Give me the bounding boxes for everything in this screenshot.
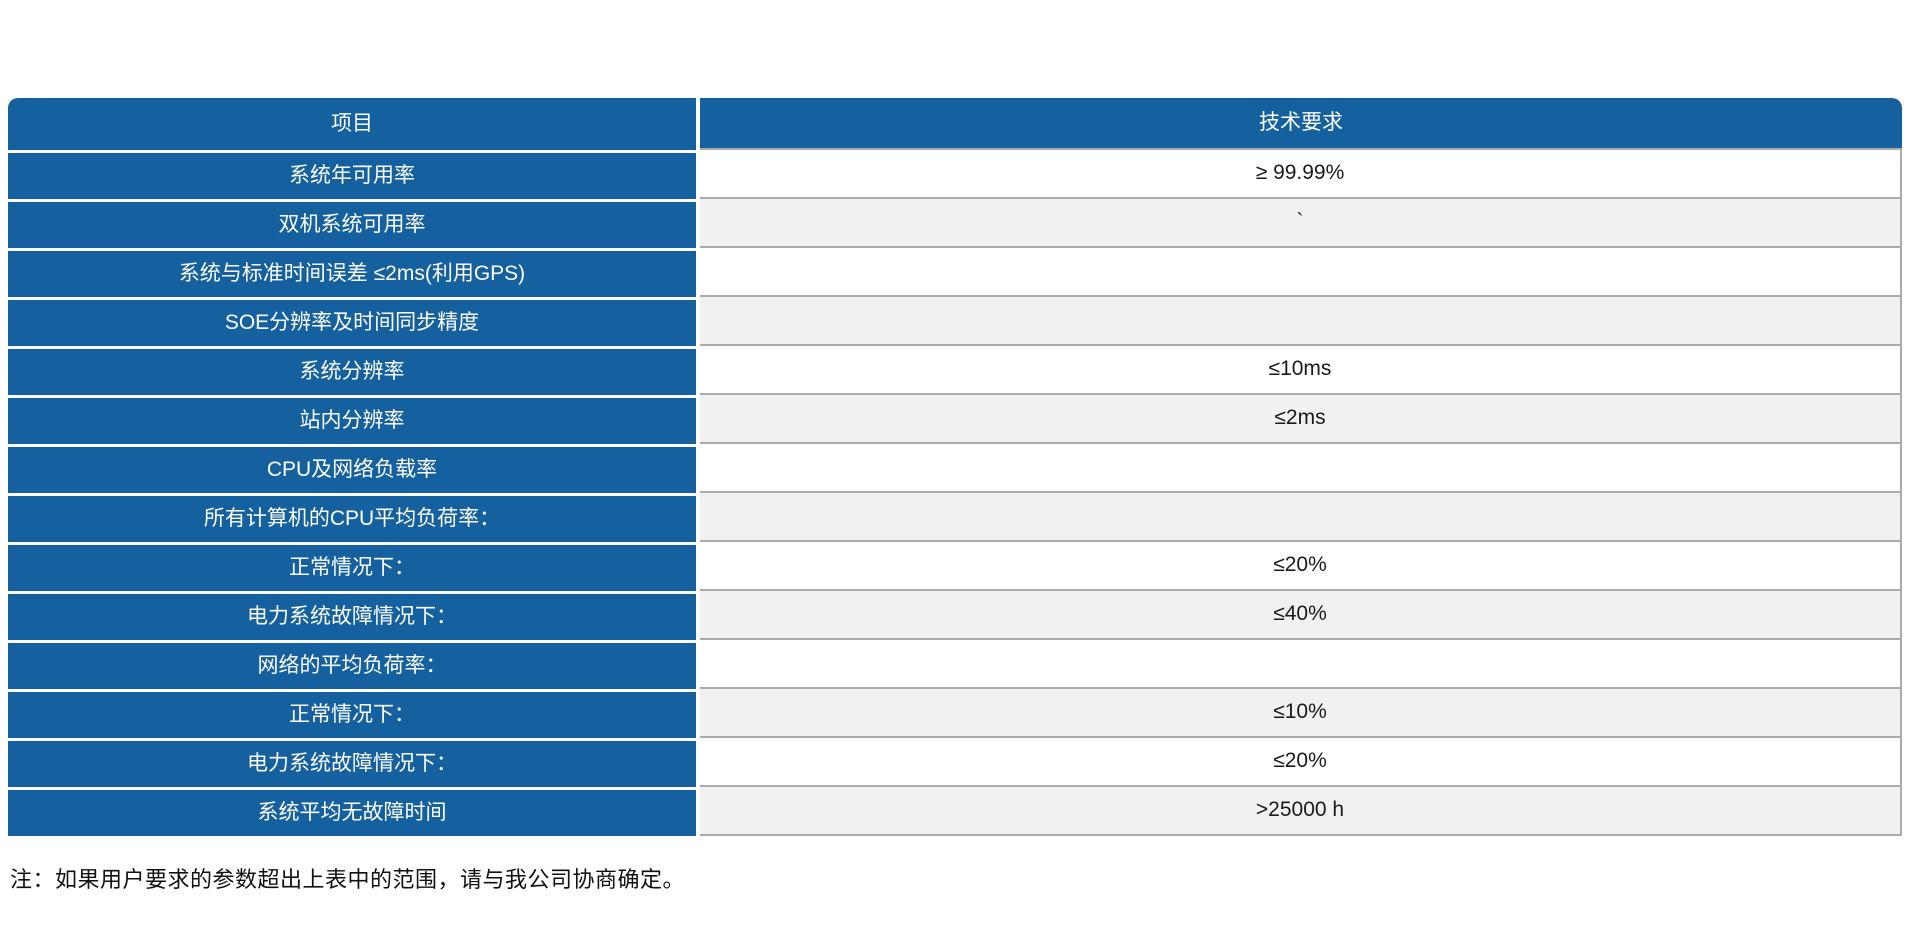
- value-cell: [700, 640, 1902, 689]
- item-cell: 电力系统故障情况下：: [8, 591, 700, 640]
- value-cell: [700, 444, 1902, 493]
- footnote: 注：如果用户要求的参数超出上表中的范围，请与我公司协商确定。: [10, 867, 686, 892]
- item-cell: 所有计算机的CPU平均负荷率：: [8, 493, 700, 542]
- value-cell: `: [700, 199, 1902, 248]
- table-row: 系统年可用率 ≥ 99.99%: [8, 150, 1902, 199]
- value-cell: [700, 493, 1902, 542]
- item-cell: 系统平均无故障时间: [8, 787, 700, 836]
- value-cell: ≤40%: [700, 591, 1902, 640]
- value-cell: [700, 297, 1902, 346]
- value-cell: ≤2ms: [700, 395, 1902, 444]
- value-cell: ≤10ms: [700, 346, 1902, 395]
- header-row: 项目 技术要求: [8, 98, 1902, 150]
- table-row: 正常情况下： ≤10%: [8, 689, 1902, 738]
- table-row: 电力系统故障情况下： ≤20%: [8, 738, 1902, 787]
- table-row: 所有计算机的CPU平均负荷率：: [8, 493, 1902, 542]
- item-cell: SOE分辨率及时间同步精度: [8, 297, 700, 346]
- table-row: 系统分辨率 ≤10ms: [8, 346, 1902, 395]
- item-cell: 系统分辨率: [8, 346, 700, 395]
- item-cell: 双机系统可用率: [8, 199, 700, 248]
- table-row: 站内分辨率 ≤2ms: [8, 395, 1902, 444]
- column-header-item: 项目: [8, 98, 700, 150]
- column-header-requirement: 技术要求: [700, 98, 1902, 150]
- item-cell: 正常情况下：: [8, 542, 700, 591]
- table-row: 电力系统故障情况下： ≤40%: [8, 591, 1902, 640]
- value-cell: [700, 248, 1902, 297]
- value-cell: ≥ 99.99%: [700, 150, 1902, 199]
- item-cell: 电力系统故障情况下：: [8, 738, 700, 787]
- item-cell: CPU及网络负载率: [8, 444, 700, 493]
- spec-table: 项目 技术要求 系统年可用率 ≥ 99.99% 双机系统可用率 ` 系统与标准时…: [8, 98, 1902, 836]
- table-row: 系统与标准时间误差 ≤2ms(利用GPS): [8, 248, 1902, 297]
- value-cell: ≤20%: [700, 738, 1902, 787]
- table-row: CPU及网络负载率: [8, 444, 1902, 493]
- item-cell: 站内分辨率: [8, 395, 700, 444]
- item-cell: 网络的平均负荷率：: [8, 640, 700, 689]
- table-row: 双机系统可用率 `: [8, 199, 1902, 248]
- value-cell: ≤10%: [700, 689, 1902, 738]
- item-cell: 正常情况下：: [8, 689, 700, 738]
- table-row: 正常情况下： ≤20%: [8, 542, 1902, 591]
- item-cell: 系统年可用率: [8, 150, 700, 199]
- value-cell: ≤20%: [700, 542, 1902, 591]
- value-cell: >25000 h: [700, 787, 1902, 836]
- table-row: 网络的平均负荷率：: [8, 640, 1902, 689]
- spec-table-container: 项目 技术要求 系统年可用率 ≥ 99.99% 双机系统可用率 ` 系统与标准时…: [8, 98, 1902, 836]
- table-row: SOE分辨率及时间同步精度: [8, 297, 1902, 346]
- table-row: 系统平均无故障时间 >25000 h: [8, 787, 1902, 836]
- item-cell: 系统与标准时间误差 ≤2ms(利用GPS): [8, 248, 700, 297]
